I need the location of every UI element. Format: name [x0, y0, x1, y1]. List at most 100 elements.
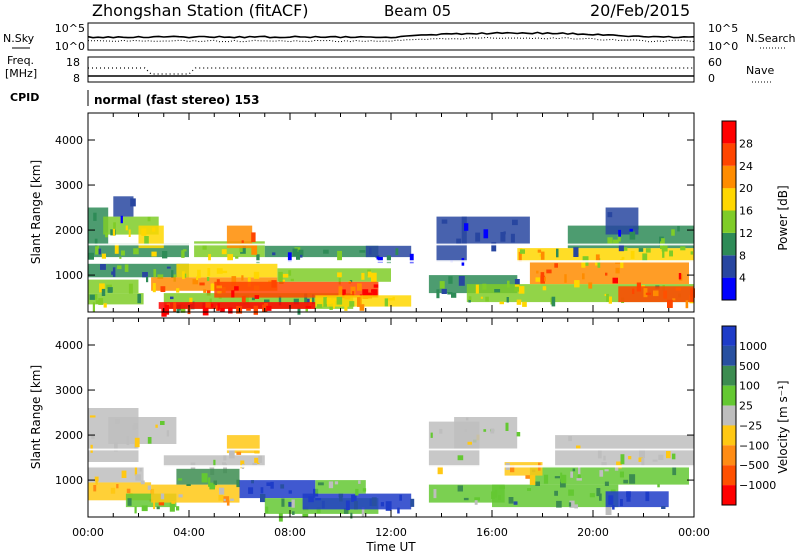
heatmap-speckle [338, 286, 343, 296]
heatmap-cell [461, 216, 530, 244]
heatmap-speckle [621, 247, 628, 251]
heatmap-speckle [463, 497, 469, 501]
heatmap-speckle [120, 215, 123, 224]
heatmap-speckle [543, 474, 549, 484]
heatmap-speckle [514, 279, 520, 286]
heatmap-speckle [134, 437, 140, 448]
noise-left-tick-bottom: 10^0 [55, 40, 85, 53]
nave-label: Nave [746, 64, 774, 77]
heatmap-cell [315, 295, 412, 307]
heatmap-speckle [410, 498, 415, 507]
heatmap-cell [113, 196, 134, 217]
heatmap-speckle [667, 299, 673, 308]
noise-left-tick-top: 10^5 [55, 22, 85, 35]
heatmap-cell [88, 293, 144, 305]
heatmap-speckle [169, 502, 175, 512]
velocity-axis-ticks: 1000 2000 3000 4000 [55, 318, 695, 517]
heatmap-speckle [494, 289, 501, 293]
heatmap-speckle [235, 256, 239, 259]
heatmap-speckle [485, 296, 489, 302]
heatmap-speckle [258, 455, 262, 463]
heatmap-speckle [430, 432, 433, 438]
heatmap-speckle [671, 229, 675, 236]
heatmap-speckle [229, 448, 235, 459]
x-axis-label: Time UT [365, 540, 416, 554]
power-colorbar: 4 8 12 16 20 24 28 [721, 120, 753, 301]
heatmap-speckle [251, 297, 255, 301]
heatmap-speckle [203, 289, 207, 293]
colorbar-segment [722, 121, 736, 144]
heatmap-speckle [253, 271, 260, 279]
heatmap-speckle [155, 424, 158, 428]
heatmap-speckle [254, 450, 259, 453]
heatmap-speckle [202, 245, 207, 250]
heatmap-speckle [338, 278, 341, 285]
heatmap-speckle [217, 291, 222, 294]
heatmap-speckle [147, 437, 152, 444]
heatmap-speckle [362, 488, 367, 492]
x-tick-label: 04:00 [173, 526, 205, 539]
heatmap-speckle [223, 463, 227, 474]
colorbar-tick-label: 12 [739, 227, 753, 240]
heatmap-speckle [355, 488, 359, 496]
colorbar-segment [722, 165, 736, 189]
heatmap-speckle [620, 454, 625, 465]
colorbar-segment [722, 485, 736, 505]
heatmap-speckle [513, 501, 518, 505]
heatmap-speckle [268, 280, 273, 283]
heatmap-speckle [110, 487, 116, 494]
heatmap-speckle [240, 245, 246, 254]
heatmap-cell [529, 261, 689, 285]
heatmap-speckle [176, 288, 180, 293]
heatmap-speckle [197, 269, 201, 279]
heatmap-speckle [153, 500, 156, 510]
heatmap-speckle [230, 498, 234, 501]
heatmap-speckle [529, 475, 536, 485]
heatmap-speckle [357, 297, 361, 307]
colorbar-tick-label: 8 [739, 249, 746, 262]
heatmap-cell [529, 466, 689, 485]
colorbar-tick-label: 4 [739, 272, 746, 285]
heatmap-speckle [312, 294, 315, 304]
cpid-label: CPID [10, 91, 39, 104]
heatmap-speckle [186, 484, 191, 486]
heatmap-speckle [661, 245, 668, 252]
heatmap-speckle [121, 250, 125, 256]
heatmap-speckle [569, 500, 575, 508]
heatmap-speckle [690, 288, 695, 298]
heatmap-speckle [510, 465, 515, 473]
heatmap-speckle [343, 508, 349, 514]
heatmap-speckle [626, 493, 631, 502]
heatmap-speckle [94, 238, 98, 247]
heatmap-speckle [252, 462, 258, 466]
heatmap-speckle [94, 293, 98, 300]
heatmap-speckle [448, 276, 453, 284]
heatmap-speckle [520, 249, 525, 254]
colorbar-tick-label: 1000 [739, 340, 767, 353]
heatmap-speckle [158, 502, 165, 506]
heatmap-speckle [623, 479, 629, 484]
heatmap-cell [88, 466, 144, 483]
heatmap-speckle [282, 273, 289, 278]
heatmap-speckle [92, 302, 95, 313]
heatmap-speckle [616, 461, 622, 469]
heatmap-speckle [345, 500, 350, 511]
heatmap-speckle [93, 485, 97, 492]
heatmap-speckle [510, 233, 515, 243]
heatmap-speckle [272, 252, 276, 256]
heatmap-speckle [162, 251, 168, 259]
heatmap-speckle [270, 481, 274, 489]
heatmap-speckle [151, 251, 157, 257]
heatmap-speckle [607, 237, 613, 244]
heatmap-speckle [397, 507, 400, 514]
heatmap-speckle [505, 422, 509, 431]
heatmap-speckle [124, 264, 129, 272]
heatmap-speckle [570, 471, 573, 478]
heatmap-speckle [475, 232, 481, 242]
x-tick-label: 08:00 [274, 526, 306, 539]
heatmap-speckle [474, 497, 480, 501]
heatmap-speckle [340, 289, 346, 299]
heatmap-speckle [607, 212, 613, 218]
heatmap-speckle [527, 488, 531, 491]
heatmap-speckle [617, 233, 621, 242]
